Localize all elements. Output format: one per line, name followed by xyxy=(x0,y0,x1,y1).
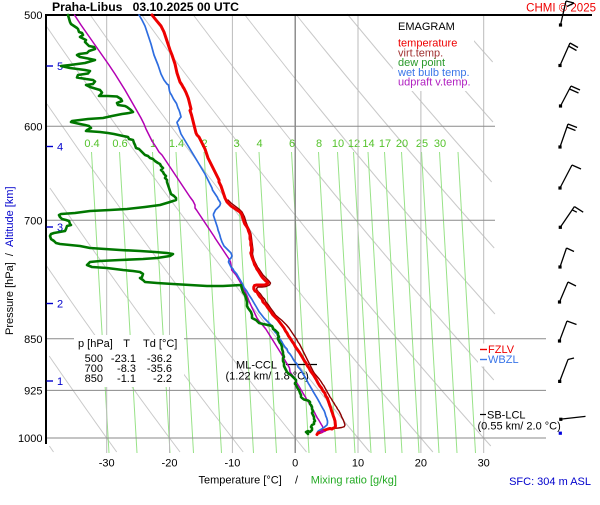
svg-text:1.4: 1.4 xyxy=(169,138,184,150)
svg-text:udpraft v.temp.: udpraft v.temp. xyxy=(398,77,471,89)
svg-text:dew point: dew point xyxy=(398,57,445,69)
svg-text:10: 10 xyxy=(352,458,364,470)
svg-text:-2.2: -2.2 xyxy=(153,373,172,385)
svg-text:SFC: 304 m ASL: SFC: 304 m ASL xyxy=(509,476,591,488)
svg-text:25: 25 xyxy=(416,138,428,150)
svg-text:Td [°C]: Td [°C] xyxy=(143,338,177,350)
svg-text:Praha-Libus 03.10.2025 00 UT: Praha-Libus 03.10.2025 00 UTC xyxy=(52,0,239,14)
svg-text:p [hPa]: p [hPa] xyxy=(78,338,113,350)
svg-text:20: 20 xyxy=(415,458,427,470)
svg-text:600: 600 xyxy=(24,121,42,133)
svg-text:ML-CCL: ML-CCL xyxy=(236,360,277,372)
svg-text:-36.2: -36.2 xyxy=(147,353,172,365)
svg-text:700: 700 xyxy=(85,363,103,375)
svg-text:925: 925 xyxy=(24,385,42,397)
svg-text:5: 5 xyxy=(57,61,63,73)
svg-text:-30: -30 xyxy=(99,458,115,470)
svg-text:0: 0 xyxy=(292,458,298,470)
svg-text:FZLV: FZLV xyxy=(488,344,515,356)
svg-text:4: 4 xyxy=(57,142,63,154)
svg-text:-23.1: -23.1 xyxy=(111,353,136,365)
svg-text:-1.1: -1.1 xyxy=(117,373,136,385)
svg-text:CHMI © 2025: CHMI © 2025 xyxy=(526,3,596,15)
svg-text:/: / xyxy=(295,475,299,487)
svg-text:1: 1 xyxy=(57,376,63,388)
svg-text:20: 20 xyxy=(396,138,408,150)
svg-text:Pressure [hPa] / Altitude [k: Pressure [hPa] / Altitude [km] xyxy=(4,186,16,335)
svg-text:3: 3 xyxy=(57,222,63,234)
svg-text:1000: 1000 xyxy=(18,433,42,445)
svg-text:14: 14 xyxy=(362,138,374,150)
svg-text:Mixing ratio [g/kg]: Mixing ratio [g/kg] xyxy=(311,475,397,487)
svg-text:2: 2 xyxy=(57,299,63,311)
svg-text:0.6: 0.6 xyxy=(112,138,127,150)
svg-text:12: 12 xyxy=(348,138,360,150)
svg-text:850: 850 xyxy=(24,334,42,346)
svg-text:-8.3: -8.3 xyxy=(117,363,136,375)
svg-text:3: 3 xyxy=(233,138,239,150)
svg-text:500: 500 xyxy=(85,353,103,365)
svg-text:(0.55 km/ 2.0 °C): (0.55 km/ 2.0 °C) xyxy=(478,421,561,433)
svg-text:-35.6: -35.6 xyxy=(147,363,172,375)
svg-text:30: 30 xyxy=(478,458,490,470)
svg-text:EMAGRAM: EMAGRAM xyxy=(398,21,455,33)
svg-text:temperature: temperature xyxy=(398,38,457,50)
svg-text:0.4: 0.4 xyxy=(84,138,99,150)
svg-text:SB-LCL: SB-LCL xyxy=(487,410,526,422)
svg-text:-10: -10 xyxy=(224,458,240,470)
svg-text:WBZL: WBZL xyxy=(488,354,519,366)
svg-text:500: 500 xyxy=(24,10,42,22)
svg-text:2: 2 xyxy=(201,138,207,150)
svg-text:17: 17 xyxy=(379,138,391,150)
svg-text:wet bulb temp.: wet bulb temp. xyxy=(397,67,470,79)
svg-text:Temperature [°C]: Temperature [°C] xyxy=(199,475,282,487)
svg-text:700: 700 xyxy=(24,215,42,227)
svg-text:T: T xyxy=(123,338,130,350)
svg-text:6: 6 xyxy=(289,138,295,150)
svg-text:4: 4 xyxy=(256,138,262,150)
svg-text:virt.temp.: virt.temp. xyxy=(398,47,443,59)
svg-text:850: 850 xyxy=(85,373,103,385)
svg-text:8: 8 xyxy=(316,138,322,150)
svg-text:30: 30 xyxy=(434,138,446,150)
svg-text:10: 10 xyxy=(332,138,344,150)
svg-text:1: 1 xyxy=(150,138,156,150)
svg-text:-20: -20 xyxy=(162,458,178,470)
